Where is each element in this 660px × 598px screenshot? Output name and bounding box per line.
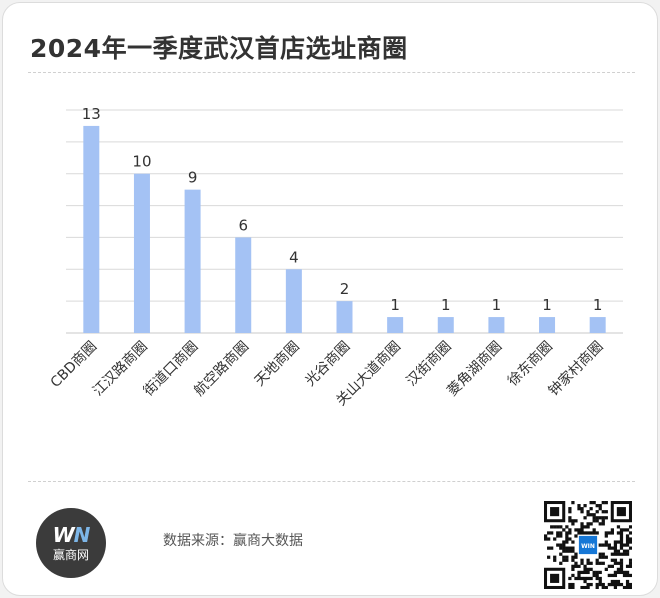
data-label-4: 6 <box>238 216 248 234</box>
category-label-8: 汉街商圈 <box>404 339 455 390</box>
category-label-1: CBD商圈 <box>48 339 100 391</box>
bar-11 <box>589 317 606 333</box>
qr-code-icon: WIN <box>544 501 632 589</box>
category-label-11: 钟家村商圈 <box>545 338 607 400</box>
logo-mark-right: N <box>73 523 91 547</box>
category-label-10: 徐东商圈 <box>505 339 556 390</box>
title-divider <box>28 72 635 73</box>
bar-5 <box>285 269 302 333</box>
chart-title: 2024年一季度武汉首店选址商圈 <box>30 34 408 63</box>
data-label-10: 1 <box>542 296 552 314</box>
data-label-3: 9 <box>188 169 198 187</box>
winshang-logo-icon: WN 赢商网 <box>36 508 106 578</box>
bar-10 <box>539 317 556 333</box>
data-label-2: 10 <box>132 153 151 171</box>
bar-chart: 13CBD商圈10江汉路商圈9街道口商圈6航空路商圈4天地商圈2光谷商圈1关山大… <box>48 105 623 409</box>
bar-8 <box>437 317 454 333</box>
data-label-5: 4 <box>289 248 299 266</box>
bar-7 <box>387 317 404 333</box>
bar-9 <box>488 317 505 333</box>
category-label-5: 天地商圈 <box>252 339 303 390</box>
bar-4 <box>235 237 252 333</box>
data-label-1: 13 <box>82 105 101 123</box>
qr-badge-text: WIN <box>581 543 595 550</box>
category-label-6: 光谷商圈 <box>302 339 353 390</box>
data-label-7: 1 <box>390 296 400 314</box>
data-label-9: 1 <box>492 296 502 314</box>
bar-2 <box>133 173 150 333</box>
data-label-8: 1 <box>441 296 451 314</box>
bar-1 <box>83 125 100 333</box>
category-label-9: 菱角湖商圈 <box>444 339 505 400</box>
data-source: 数据来源：赢商大数据 <box>163 533 303 549</box>
logo-mark-left: W <box>52 523 75 547</box>
bar-6 <box>336 301 353 333</box>
footer-divider <box>28 481 635 482</box>
bar-3 <box>184 189 201 333</box>
data-label-6: 2 <box>340 280 350 298</box>
logo-text: 赢商网 <box>52 548 89 562</box>
category-label-4: 航空路商圈 <box>191 339 252 400</box>
data-label-11: 1 <box>593 296 603 314</box>
